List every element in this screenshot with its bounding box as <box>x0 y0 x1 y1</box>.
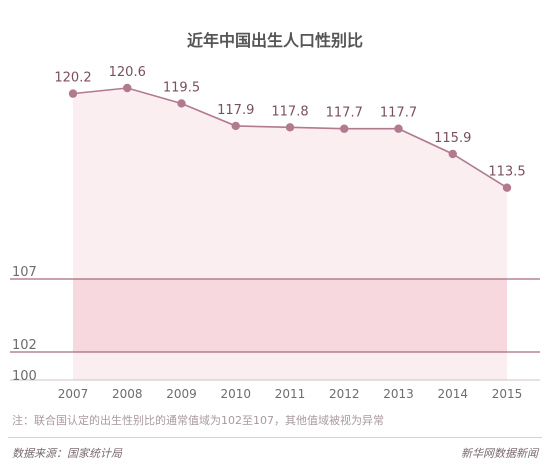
x-tick-2009: 2009 <box>166 387 197 401</box>
data-point-2011 <box>285 123 295 132</box>
data-point-2010 <box>231 121 240 131</box>
data-point-2015 <box>502 183 512 192</box>
x-tick-2011: 2011 <box>275 387 306 401</box>
data-point-2013 <box>394 124 403 133</box>
data-point-2012 <box>340 124 349 133</box>
y-tick-102: 102 <box>12 338 37 353</box>
y-tick-107: 107 <box>12 265 37 280</box>
chart-title: 近年中国出生人口性别比 <box>187 31 363 50</box>
data-label-2015: 113.5 <box>488 165 525 180</box>
chart: 近年中国出生人口性别比 120.2 120.6 119.5 117.9 117.8 117… <box>10 31 540 401</box>
footer-divider <box>8 437 542 438</box>
x-tick-2013: 2013 <box>383 387 414 401</box>
data-label-2008: 120.6 <box>109 65 146 80</box>
data-point-2014 <box>448 149 457 159</box>
data-label-2009: 119.5 <box>163 80 200 95</box>
data-points <box>68 83 512 192</box>
x-tick-2007: 2007 <box>58 387 89 401</box>
x-tick-2012: 2012 <box>329 387 360 401</box>
y-tick-labels: 107 102 100 <box>12 265 37 384</box>
data-label-2014: 115.9 <box>434 131 471 146</box>
data-labels: 120.2 120.6 119.5 117.9 117.8 117.7 117.7 115.9… <box>54 65 525 180</box>
normal-range-band <box>73 279 507 352</box>
x-tick-2015: 2015 <box>492 387 523 401</box>
data-label-2010: 117.9 <box>217 103 254 118</box>
normal-range-rect <box>73 279 507 352</box>
x-tick-2014: 2014 <box>437 387 468 401</box>
data-source: 数据来源：国家统计局 <box>12 447 122 460</box>
x-tick-2010: 2010 <box>220 387 251 401</box>
x-tick-labels: 2007 2008 2009 2010 2011 2012 2013 2014 2015 <box>58 387 523 401</box>
data-label-2012: 117.7 <box>326 106 363 121</box>
data-point-2008 <box>123 83 132 93</box>
data-label-2013: 117.7 <box>380 106 417 121</box>
data-label-2007: 120.2 <box>54 71 91 86</box>
brand-credit: 新华网数据新闻 <box>461 447 538 460</box>
data-label-2011: 117.8 <box>271 104 308 119</box>
range-note: 注：联合国认定的出生性别比的通常值域为102至107，其他值域被视为异常 <box>12 414 384 427</box>
reference-lines <box>10 278 540 381</box>
data-point-2009 <box>177 99 186 108</box>
x-tick-2008: 2008 <box>112 387 143 401</box>
data-point-2007 <box>68 89 78 98</box>
y-tick-100: 100 <box>12 369 37 384</box>
